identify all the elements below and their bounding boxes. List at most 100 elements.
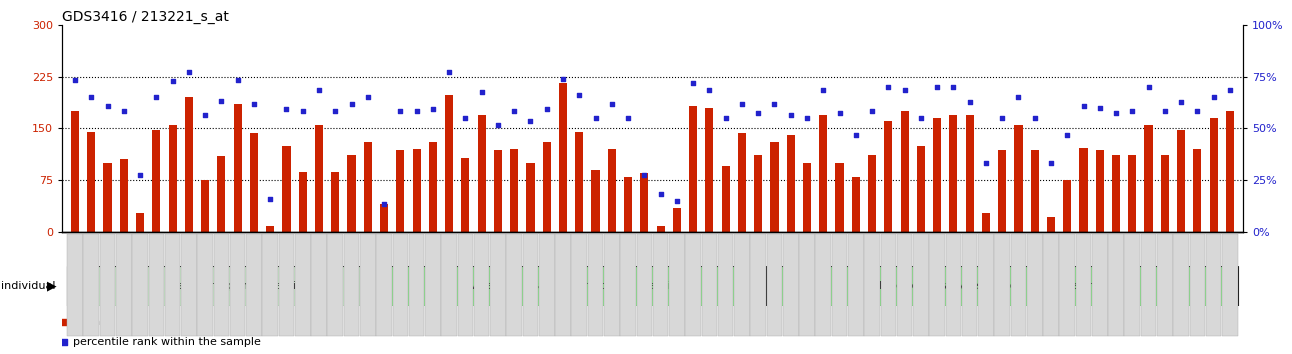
Point [422, 106, 443, 112]
Bar [149, 234, 164, 336]
Bar [1205, 234, 1221, 336]
Bar [722, 166, 730, 232]
Bar [213, 234, 229, 336]
Bar [929, 234, 944, 336]
Text: count: count [74, 318, 105, 327]
Bar [331, 172, 340, 232]
Bar [571, 234, 587, 336]
Bar [1128, 155, 1137, 232]
Point [894, 87, 915, 93]
Bar [185, 97, 193, 232]
Bar [397, 150, 404, 232]
Bar [1043, 234, 1058, 336]
Bar [734, 234, 749, 336]
Bar [1112, 155, 1120, 232]
Bar [67, 266, 376, 306]
Point [699, 87, 720, 93]
Bar [848, 234, 863, 336]
Bar [607, 149, 616, 232]
Bar [702, 234, 717, 336]
Text: ▶: ▶ [47, 279, 57, 292]
Bar [588, 234, 603, 336]
Bar [800, 234, 815, 336]
Bar [152, 130, 160, 232]
Bar [344, 234, 359, 336]
Bar [1158, 234, 1173, 336]
Bar [526, 163, 535, 232]
Point [146, 95, 167, 100]
Point [829, 110, 850, 116]
Text: 8 weeks of relaxation response practice: 8 weeks of relaxation response practice [460, 281, 682, 291]
Bar [266, 226, 274, 232]
Bar [249, 133, 258, 232]
Bar [836, 163, 844, 232]
Bar [864, 234, 880, 336]
Bar [71, 111, 79, 232]
Point [178, 69, 199, 75]
Bar [999, 150, 1006, 232]
Bar [168, 125, 177, 232]
Bar [494, 150, 503, 232]
Bar [1031, 150, 1039, 232]
Bar [506, 234, 522, 336]
Bar [946, 234, 961, 336]
Bar [539, 234, 554, 336]
Point [667, 198, 687, 204]
Bar [933, 118, 941, 232]
Point [813, 87, 833, 93]
Bar [490, 234, 505, 336]
Bar [881, 234, 897, 336]
Bar [884, 121, 893, 232]
Point [553, 76, 574, 81]
Point [244, 101, 265, 107]
Point [585, 115, 606, 121]
Bar [247, 234, 262, 336]
Point [439, 69, 460, 75]
Point [1187, 108, 1208, 114]
Point [1155, 108, 1176, 114]
Bar [559, 84, 567, 232]
Point [260, 196, 280, 201]
Bar [283, 145, 291, 232]
Text: percentile rank within the sample: percentile rank within the sample [74, 337, 261, 347]
Point [1040, 160, 1061, 166]
Bar [457, 234, 473, 336]
Point [992, 115, 1013, 121]
Point [487, 122, 508, 128]
Bar [523, 234, 539, 336]
Point [358, 95, 379, 100]
Bar [751, 234, 766, 336]
Bar [1177, 130, 1185, 232]
Bar [917, 145, 925, 232]
Point [326, 108, 346, 114]
Bar [673, 208, 681, 232]
Point [292, 108, 313, 114]
Point [602, 101, 623, 107]
Bar [995, 234, 1010, 336]
Bar [851, 177, 860, 232]
Bar [380, 204, 388, 232]
Bar [425, 234, 441, 336]
Bar [84, 234, 99, 336]
Bar [1145, 125, 1152, 232]
Point [536, 106, 557, 112]
Bar [1194, 149, 1202, 232]
Point [943, 84, 964, 90]
Bar [1109, 234, 1124, 336]
Bar [1092, 234, 1107, 336]
Bar [913, 234, 929, 336]
Bar [1209, 118, 1217, 232]
Point [163, 79, 183, 84]
Bar [1079, 148, 1088, 232]
Bar [442, 234, 457, 336]
Point [634, 172, 655, 177]
Point [682, 81, 703, 86]
Bar [982, 213, 990, 232]
Bar [327, 234, 344, 336]
Bar [868, 155, 876, 232]
Bar [1160, 155, 1169, 232]
Bar [234, 104, 242, 232]
Bar [1059, 234, 1075, 336]
Point [227, 77, 248, 83]
Bar [755, 155, 762, 232]
